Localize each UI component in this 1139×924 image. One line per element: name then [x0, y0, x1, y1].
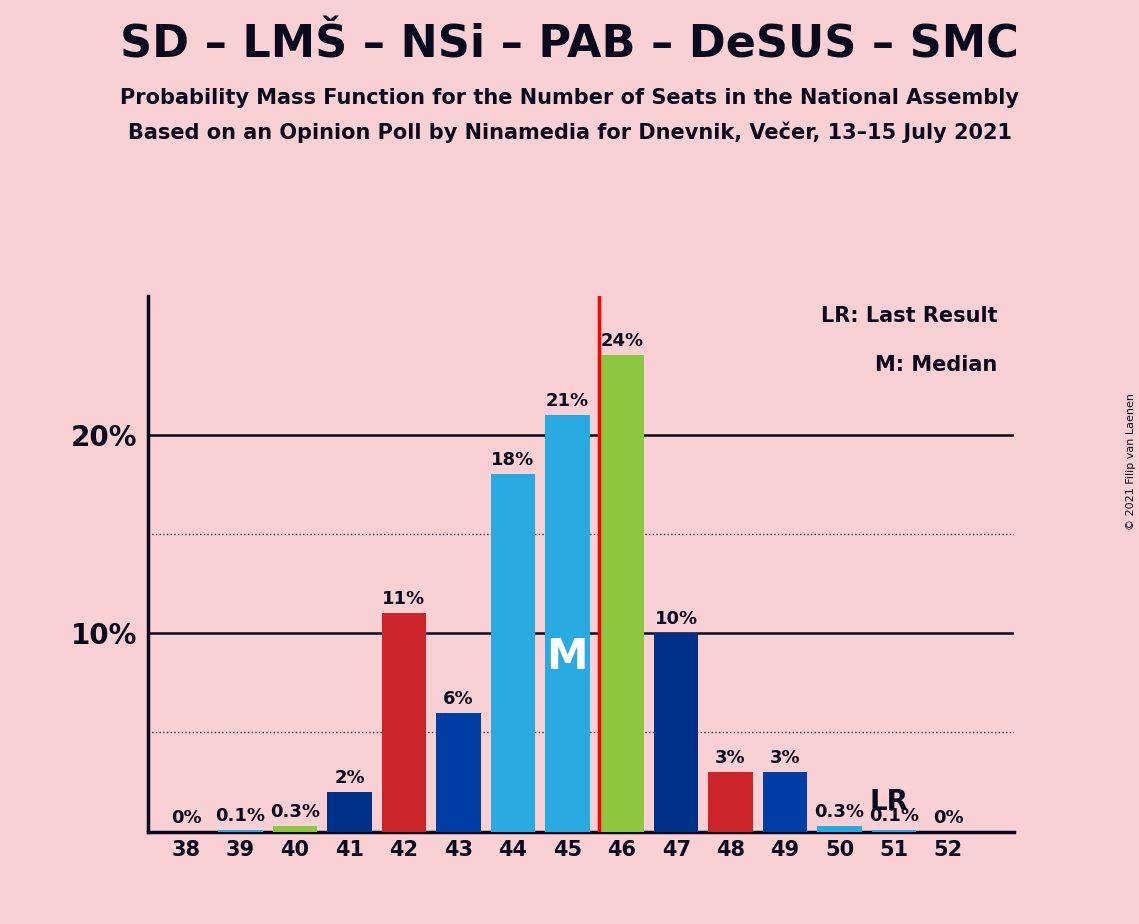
Text: 0%: 0%	[171, 808, 202, 827]
Text: 18%: 18%	[491, 451, 534, 469]
Text: SD – LMŠ – NSi – PAB – DeSUS – SMC: SD – LMŠ – NSi – PAB – DeSUS – SMC	[120, 23, 1019, 67]
Bar	[763, 772, 808, 832]
Text: LR: Last Result: LR: Last Result	[821, 306, 998, 325]
Text: 24%: 24%	[600, 333, 644, 350]
Bar	[327, 792, 371, 832]
Bar	[544, 415, 590, 832]
Bar	[219, 830, 263, 832]
Bar	[491, 474, 535, 832]
Text: © 2021 Filip van Laenen: © 2021 Filip van Laenen	[1126, 394, 1136, 530]
Bar	[817, 826, 862, 832]
Text: 10%: 10%	[655, 610, 698, 628]
Bar	[272, 826, 318, 832]
Text: 2%: 2%	[334, 769, 364, 787]
Text: 0.1%: 0.1%	[869, 807, 919, 824]
Text: 0%: 0%	[933, 808, 964, 827]
Text: 21%: 21%	[546, 392, 589, 410]
Text: 3%: 3%	[715, 749, 746, 767]
Text: Based on an Opinion Poll by Ninamedia for Dnevnik, Večer, 13–15 July 2021: Based on an Opinion Poll by Ninamedia fo…	[128, 122, 1011, 143]
Text: 6%: 6%	[443, 689, 474, 708]
Text: LR: LR	[869, 788, 909, 816]
Bar	[599, 355, 644, 832]
Bar	[654, 633, 698, 832]
Text: Probability Mass Function for the Number of Seats in the National Assembly: Probability Mass Function for the Number…	[120, 88, 1019, 108]
Bar	[382, 614, 426, 832]
Bar	[436, 712, 481, 832]
Bar	[708, 772, 753, 832]
Text: 11%: 11%	[383, 590, 426, 608]
Bar	[871, 830, 916, 832]
Text: 0.3%: 0.3%	[270, 803, 320, 821]
Text: M: Median: M: Median	[875, 355, 998, 375]
Text: 0.1%: 0.1%	[215, 807, 265, 824]
Text: 0.3%: 0.3%	[814, 803, 865, 821]
Text: M: M	[547, 636, 588, 677]
Text: 3%: 3%	[770, 749, 801, 767]
